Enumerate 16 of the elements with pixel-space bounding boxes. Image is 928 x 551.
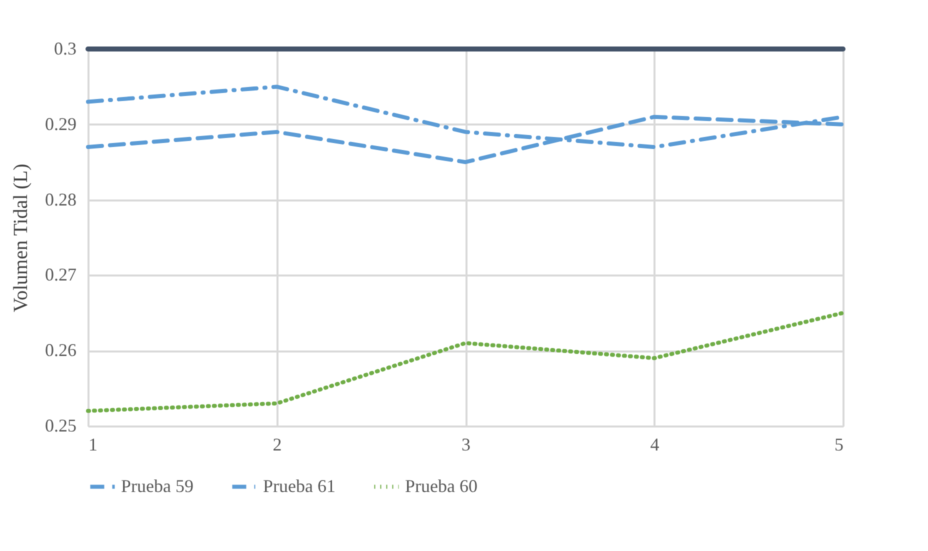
legend-label: Prueba 61 <box>263 476 336 496</box>
x-tick-label: 2 <box>272 434 282 454</box>
y-axis-title: Volumen Tidal (L) <box>10 164 32 312</box>
y-tick-label: 0.29 <box>45 114 76 134</box>
legend-label: Prueba 59 <box>121 476 194 496</box>
y-tick-label: 0.28 <box>45 189 76 210</box>
x-tick-label: 4 <box>650 434 660 454</box>
y-tick-label: 0.25 <box>45 416 76 436</box>
y-tick-label: 0.27 <box>45 264 76 285</box>
x-tick-label: 3 <box>462 434 470 454</box>
x-tick-label: 1 <box>88 434 98 454</box>
x-tick-label: 5 <box>834 434 844 454</box>
y-tick-label: 0.3 <box>54 38 76 58</box>
y-tick-label: 0.26 <box>45 340 76 360</box>
legend-label: Prueba 60 <box>405 476 478 496</box>
line-series <box>86 310 845 413</box>
